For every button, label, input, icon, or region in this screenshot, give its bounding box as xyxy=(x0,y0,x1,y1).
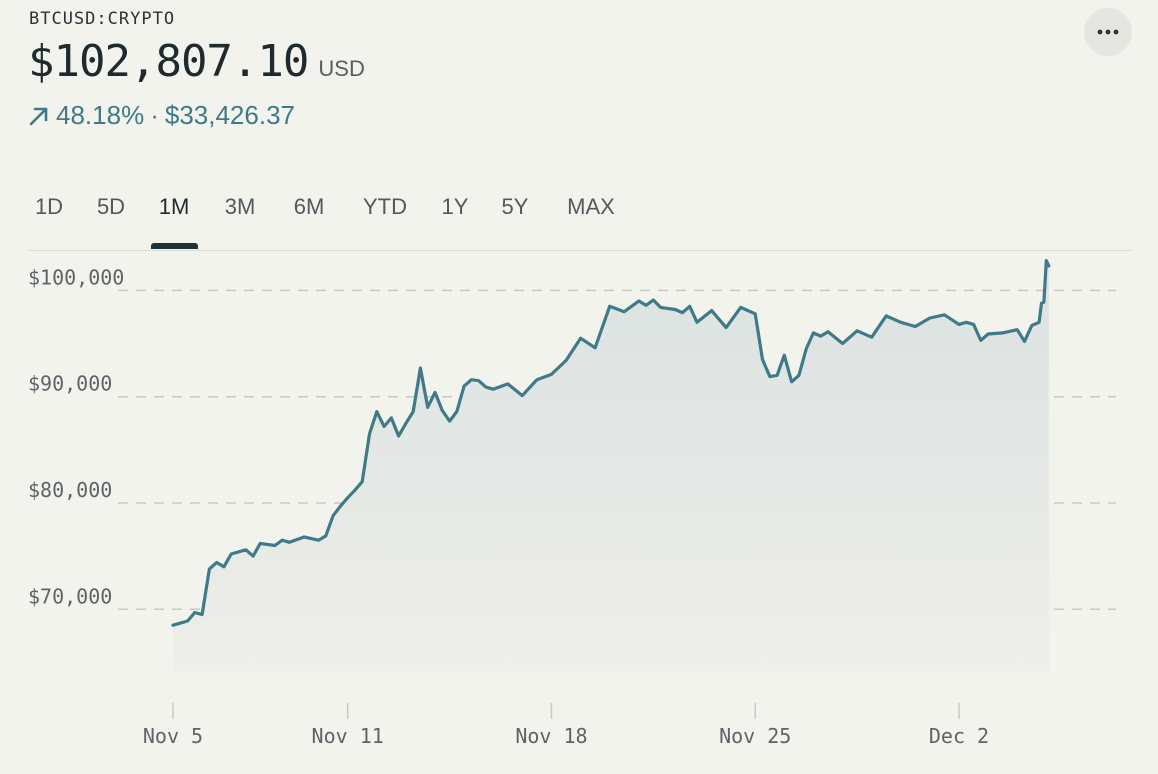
change-value: $33,426.37 xyxy=(164,100,295,130)
tab-ytd[interactable]: YTD xyxy=(363,194,407,219)
arrow-up-right-icon xyxy=(29,107,48,125)
change-percent: 48.18% xyxy=(56,100,145,130)
tab-3m[interactable]: 3M xyxy=(224,194,256,219)
tab-5y[interactable]: 5Y xyxy=(501,194,529,219)
ticker-symbol: BTCUSD:CRYPTO xyxy=(29,9,176,29)
ellipsis-icon xyxy=(1097,29,1119,35)
tab-max[interactable]: MAX xyxy=(567,194,615,219)
currency-label: USD xyxy=(318,56,365,81)
price-area-fill xyxy=(173,260,1049,672)
tab-1m[interactable]: 1M xyxy=(158,194,190,219)
current-price: $102,807.10 xyxy=(28,36,309,87)
x-tick-label: Nov 18 xyxy=(515,724,587,748)
price-change: 48.18% · $33,426.37 xyxy=(28,100,295,131)
x-tick-label: Dec 2 xyxy=(929,724,989,748)
x-tick-label: Nov 5 xyxy=(143,724,203,748)
more-options-button[interactable] xyxy=(1084,8,1132,56)
active-tab-indicator xyxy=(151,243,198,249)
y-tick-label: $80,000 xyxy=(28,478,112,502)
range-tabs: 1D 5D 1M 3M 6M YTD 1Y 5Y MAX xyxy=(28,186,1132,251)
x-tick-label: Nov 11 xyxy=(312,724,384,748)
price-row: $102,807.10 USD xyxy=(28,36,365,87)
tab-6m[interactable]: 6M xyxy=(293,194,325,219)
price-line xyxy=(171,259,1051,627)
change-separator: · xyxy=(150,100,159,130)
tab-1d[interactable]: 1D xyxy=(34,194,64,219)
y-tick-label: $70,000 xyxy=(28,584,112,608)
y-tick-label: $100,000 xyxy=(28,265,124,289)
tab-1y[interactable]: 1Y xyxy=(441,194,469,219)
tab-5d[interactable]: 5D xyxy=(96,194,126,219)
x-tick-label: Nov 25 xyxy=(719,724,791,748)
y-tick-label: $90,000 xyxy=(28,372,112,396)
